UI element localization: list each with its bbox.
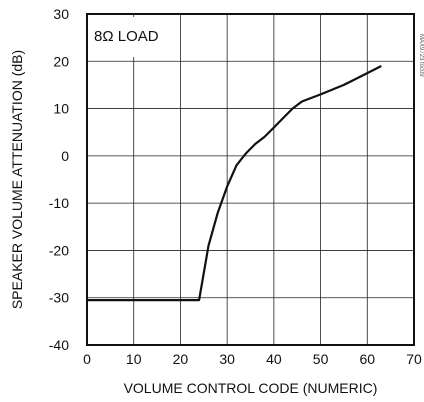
figure-id-watermark: MAX9723 toc09 bbox=[418, 34, 424, 77]
y-tick-label: -30 bbox=[49, 290, 69, 306]
attenuation-curve bbox=[87, 65, 382, 302]
annotation-background bbox=[90, 17, 170, 57]
x-tick-label: 70 bbox=[406, 351, 422, 367]
x-axis-ticks: 0 10 20 30 40 50 60 70 bbox=[83, 351, 422, 367]
series-layer bbox=[87, 65, 382, 302]
y-axis-ticks: -40 -30 -20 -10 0 10 20 30 bbox=[49, 6, 69, 353]
y-axis-title: SPEAKER VOLUME ATTENUATION (dB) bbox=[9, 50, 25, 309]
annotation-layer: 8Ω LOAD bbox=[90, 17, 170, 57]
x-tick-label: 20 bbox=[173, 351, 189, 367]
x-tick-label: 50 bbox=[313, 351, 329, 367]
x-tick-label: 10 bbox=[126, 351, 142, 367]
y-tick-label: 30 bbox=[53, 6, 69, 22]
load-annotation: 8Ω LOAD bbox=[94, 28, 159, 45]
grid bbox=[87, 14, 414, 345]
y-tick-label: 20 bbox=[53, 53, 69, 69]
x-tick-label: 40 bbox=[266, 351, 282, 367]
x-tick-label: 0 bbox=[83, 351, 91, 367]
plot-border bbox=[86, 13, 415, 346]
y-tick-label: -20 bbox=[49, 242, 69, 258]
y-tick-label: 0 bbox=[61, 148, 69, 164]
y-tick-label: -10 bbox=[49, 195, 69, 211]
x-tick-label: 30 bbox=[219, 351, 235, 367]
x-tick-label: 60 bbox=[359, 351, 375, 367]
plot-frame bbox=[86, 13, 415, 346]
y-tick-label: -40 bbox=[49, 337, 69, 353]
x-axis-title: VOLUME CONTROL CODE (NUMERIC) bbox=[124, 380, 378, 396]
y-tick-label: 10 bbox=[53, 101, 69, 117]
